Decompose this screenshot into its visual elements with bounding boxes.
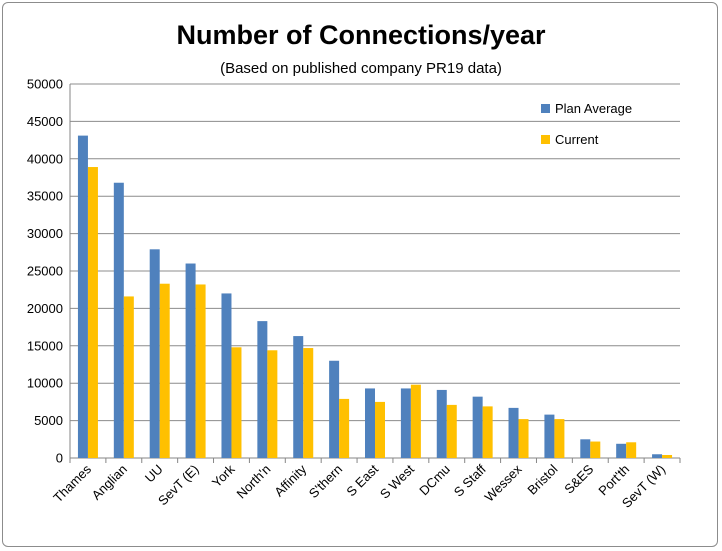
y-tick-label: 5000	[34, 413, 63, 428]
bar-plan-average	[508, 407, 519, 458]
y-tick-label: 40000	[27, 151, 63, 166]
x-category-label: Wessex	[482, 461, 525, 504]
legend: Plan Average Current	[541, 101, 632, 147]
x-category-label: UU	[142, 462, 166, 486]
bar-plan-average	[652, 454, 663, 458]
y-tick-label: 35000	[27, 189, 63, 204]
bar-plan-average	[436, 389, 447, 458]
bar-layer	[77, 135, 673, 458]
bar-plan-average	[329, 360, 340, 458]
bar-current	[482, 406, 493, 458]
bar-current	[231, 347, 242, 458]
chart-subtitle: (Based on published company PR19 data)	[220, 60, 502, 77]
bar-current	[267, 350, 278, 458]
bar-plan-average	[293, 336, 304, 458]
bar-plan-average	[77, 135, 88, 458]
bar-plan-average	[365, 388, 375, 458]
bar-plan-average	[400, 388, 411, 458]
x-category-label: Thames	[50, 461, 94, 505]
bar-plan-average	[616, 443, 627, 458]
y-tick-label: 25000	[27, 264, 63, 279]
legend-label-current: Current	[555, 132, 599, 147]
x-category-label: DCmu	[416, 462, 453, 499]
x-category-label: North'n	[234, 462, 274, 502]
bar-plan-average	[580, 439, 591, 458]
bar-current	[195, 284, 206, 458]
legend-swatch-current	[541, 135, 550, 144]
bar-current	[123, 296, 134, 458]
bar-current	[159, 283, 170, 458]
bar-plan-average	[185, 263, 196, 458]
y-tick-label: 15000	[27, 338, 63, 353]
grid-layer	[70, 83, 680, 459]
y-tick-label: 50000	[27, 77, 63, 92]
legend-swatch-plan-average	[541, 104, 550, 113]
y-tick-label: 0	[56, 451, 63, 466]
y-tick-label: 45000	[27, 114, 63, 129]
bar-current	[554, 419, 565, 458]
bar-current	[518, 419, 529, 458]
bar-current	[339, 398, 350, 458]
bar-current	[446, 404, 457, 458]
x-category-label: S West	[377, 461, 417, 501]
bar-current	[303, 348, 314, 458]
bar-plan-average	[113, 182, 124, 458]
x-category-label: Bristol	[524, 461, 560, 497]
bar-current	[375, 401, 385, 458]
x-category-label: Affinity	[271, 461, 309, 499]
x-category-label: S East	[343, 461, 381, 499]
x-category-label: S'thern	[306, 462, 345, 501]
x-category-label: Anglian	[89, 462, 130, 503]
chart-title: Number of Connections/year	[176, 20, 546, 50]
bar-plan-average	[257, 321, 268, 458]
bar-plan-average	[149, 249, 160, 458]
x-category-label: York	[209, 461, 238, 490]
legend-label-plan-average: Plan Average	[555, 101, 632, 116]
y-tick-label: 20000	[27, 301, 63, 316]
y-tick-label: 10000	[27, 376, 63, 391]
bar-current	[626, 442, 637, 458]
bar-plan-average	[544, 414, 555, 458]
bar-current	[410, 384, 421, 458]
bar-current	[590, 441, 601, 458]
x-category-label: S&ES	[561, 461, 596, 496]
bar-current	[87, 167, 98, 458]
y-tick-label: 30000	[27, 226, 63, 241]
bar-plan-average	[472, 396, 483, 458]
bar-current	[662, 455, 673, 458]
bar-plan-average	[221, 293, 232, 458]
